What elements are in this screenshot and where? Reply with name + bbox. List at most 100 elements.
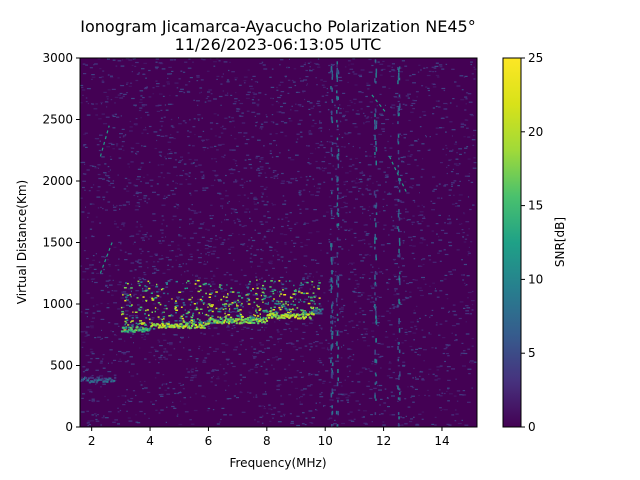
trace-point bbox=[299, 317, 303, 320]
echo-point bbox=[224, 307, 227, 310]
noise-speckle bbox=[172, 215, 177, 217]
noise-speckle bbox=[400, 390, 402, 393]
noise-speckle bbox=[351, 263, 354, 265]
noise-speckle bbox=[445, 116, 449, 118]
echo-point bbox=[152, 328, 156, 330]
noise-speckle bbox=[419, 192, 420, 194]
noise-speckle bbox=[318, 127, 320, 130]
noise-speckle bbox=[404, 329, 408, 331]
noise-speckle bbox=[388, 362, 392, 364]
noise-speckle bbox=[184, 411, 189, 413]
interference-streak bbox=[375, 318, 378, 322]
noise-speckle bbox=[163, 348, 165, 350]
interference-streak bbox=[397, 226, 399, 230]
echo-point bbox=[246, 297, 250, 300]
noise-speckle bbox=[197, 104, 199, 106]
echo-point bbox=[226, 284, 228, 286]
noise-speckle bbox=[421, 418, 424, 420]
noise-speckle bbox=[170, 103, 174, 105]
noise-speckle bbox=[131, 71, 133, 73]
noise-speckle bbox=[469, 313, 472, 315]
interference-streak bbox=[398, 318, 400, 322]
noise-speckle bbox=[314, 374, 319, 376]
interference-streak bbox=[331, 117, 333, 122]
noise-speckle bbox=[305, 208, 309, 210]
noise-speckle bbox=[470, 362, 475, 364]
echo-point bbox=[234, 301, 237, 304]
noise-speckle bbox=[161, 204, 166, 206]
noise-speckle bbox=[245, 208, 249, 210]
noise-speckle bbox=[371, 322, 376, 324]
noise-speckle bbox=[341, 248, 344, 250]
echo-point bbox=[237, 291, 240, 294]
noise-speckle bbox=[330, 353, 332, 355]
noise-speckle bbox=[154, 271, 157, 274]
noise-speckle bbox=[253, 196, 257, 198]
noise-speckle bbox=[421, 329, 424, 331]
noise-speckle bbox=[86, 169, 90, 171]
interference-streak bbox=[330, 326, 333, 329]
noise-speckle bbox=[204, 248, 209, 250]
noise-speckle bbox=[189, 218, 192, 220]
noise-speckle bbox=[284, 217, 288, 219]
echo-point bbox=[130, 287, 133, 289]
noise-speckle bbox=[190, 295, 192, 297]
noise-speckle bbox=[85, 354, 90, 357]
noise-speckle bbox=[159, 345, 163, 347]
noise-speckle bbox=[276, 329, 279, 331]
noise-speckle bbox=[112, 59, 116, 61]
noise-speckle bbox=[408, 145, 411, 147]
noise-speckle bbox=[461, 223, 463, 225]
noise-speckle bbox=[147, 114, 150, 116]
noise-speckle bbox=[352, 58, 356, 60]
noise-speckle bbox=[389, 361, 391, 363]
noise-speckle bbox=[157, 176, 161, 178]
noise-speckle bbox=[448, 241, 452, 243]
noise-speckle bbox=[264, 406, 266, 408]
noise-speckle bbox=[338, 197, 342, 199]
noise-speckle bbox=[328, 239, 330, 241]
noise-speckle bbox=[290, 320, 293, 323]
noise-speckle bbox=[359, 181, 363, 183]
noise-speckle bbox=[222, 90, 224, 92]
noise-speckle bbox=[269, 249, 273, 251]
noise-speckle bbox=[455, 164, 460, 167]
noise-speckle bbox=[250, 266, 252, 268]
noise-speckle bbox=[446, 147, 448, 149]
noise-speckle bbox=[188, 282, 191, 284]
noise-speckle bbox=[81, 411, 85, 413]
noise-speckle bbox=[277, 421, 282, 423]
echo-point bbox=[263, 287, 266, 290]
noise-speckle bbox=[371, 330, 375, 332]
noise-speckle bbox=[339, 160, 342, 162]
noise-speckle bbox=[239, 383, 242, 385]
noise-speckle bbox=[152, 272, 156, 274]
trace-point bbox=[315, 310, 318, 313]
noise-speckle bbox=[125, 313, 129, 316]
noise-speckle bbox=[449, 393, 453, 395]
noise-speckle bbox=[426, 225, 430, 227]
noise-speckle bbox=[106, 259, 109, 261]
noise-speckle bbox=[463, 263, 467, 266]
noise-speckle bbox=[120, 65, 125, 67]
echo-point bbox=[144, 324, 147, 326]
noise-speckle bbox=[169, 381, 172, 383]
noise-speckle bbox=[300, 389, 304, 391]
noise-speckle bbox=[145, 333, 150, 335]
trace-point bbox=[252, 318, 255, 321]
noise-speckle bbox=[348, 321, 351, 323]
noise-speckle bbox=[139, 90, 144, 92]
noise-speckle bbox=[208, 315, 211, 317]
noise-speckle bbox=[186, 270, 189, 272]
noise-speckle bbox=[197, 114, 201, 116]
noise-speckle bbox=[366, 82, 369, 84]
noise-speckle bbox=[302, 92, 304, 94]
noise-speckle bbox=[421, 411, 425, 413]
noise-speckle bbox=[102, 196, 106, 198]
noise-speckle bbox=[257, 329, 261, 331]
noise-speckle bbox=[396, 359, 399, 361]
noise-speckle bbox=[397, 212, 402, 215]
noise-speckle bbox=[410, 321, 414, 323]
noise-speckle bbox=[283, 234, 288, 236]
interference-streak bbox=[374, 271, 377, 274]
